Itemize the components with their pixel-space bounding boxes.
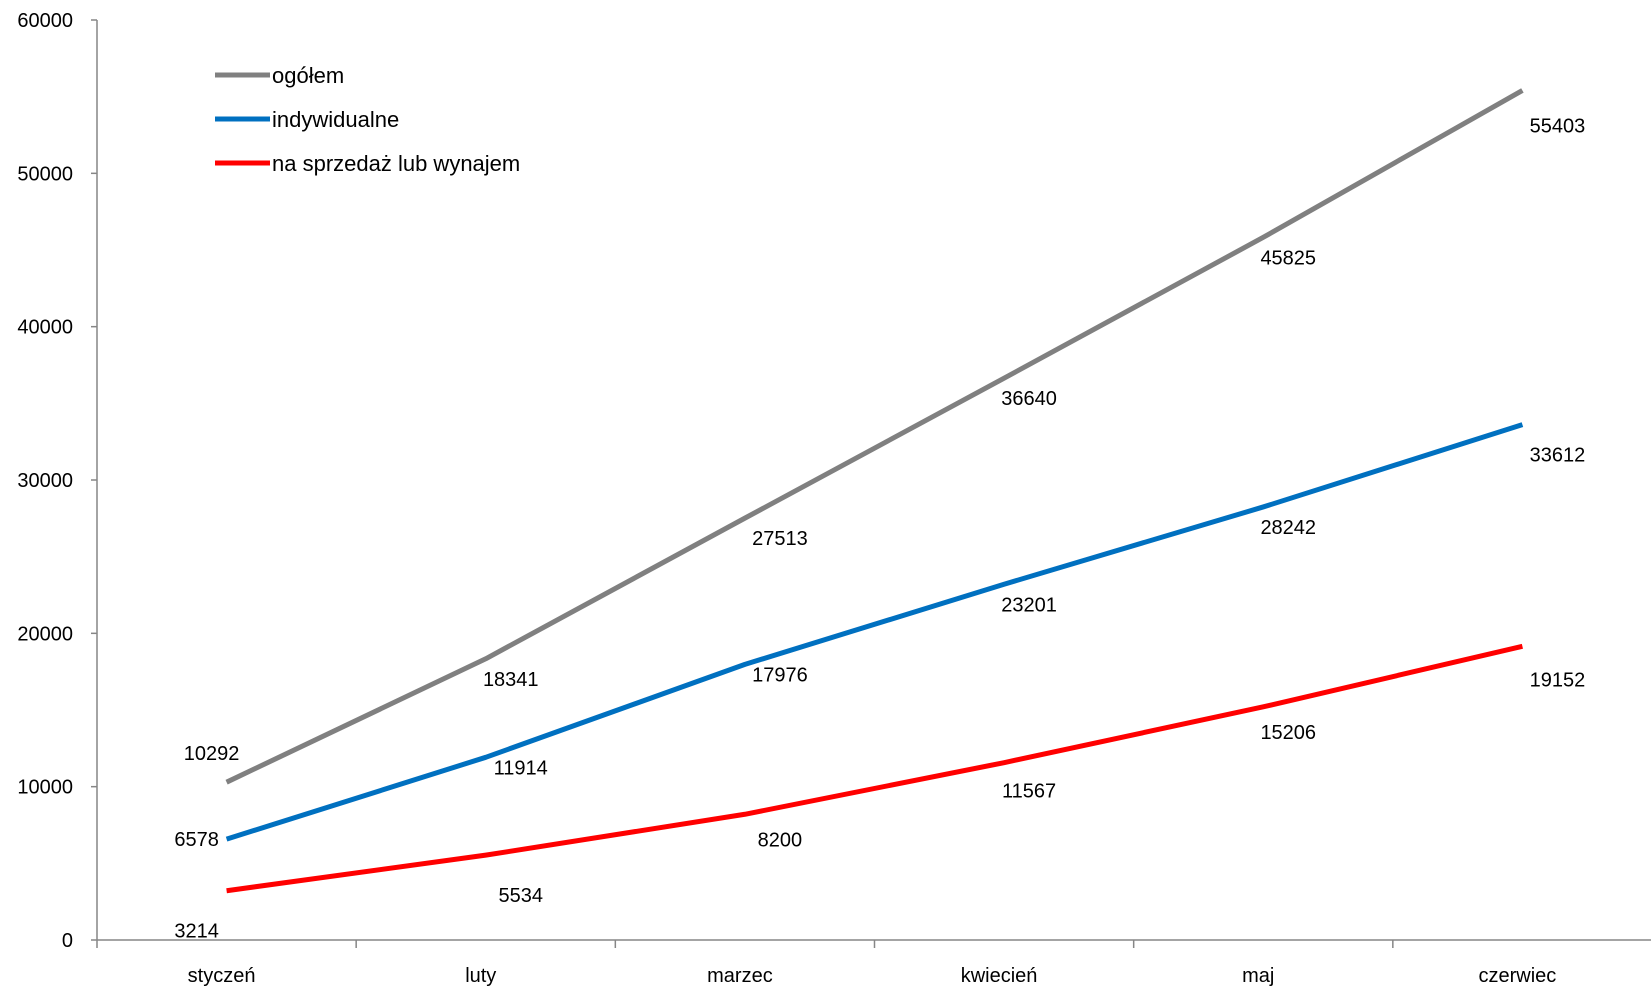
data-label: 10292 <box>184 743 240 765</box>
series-line-2 <box>225 422 1524 842</box>
x-tick-label: czerwiec <box>1479 965 1557 987</box>
axes: 0 10000 20000 30000 40000 50000 60000 styczeń lu… <box>17 10 1651 987</box>
data-label: 27513 <box>752 528 808 550</box>
legend-label: ogółem <box>272 63 344 88</box>
data-label: 11567 <box>1002 781 1056 803</box>
data-label: 11914 <box>494 757 548 779</box>
series-lines <box>225 88 1524 894</box>
y-tick-label: 20000 <box>17 623 73 645</box>
y-tick-label: 40000 <box>17 317 73 339</box>
data-label: 45825 <box>1260 247 1316 269</box>
legend-label: na sprzedaż lub wynajem <box>272 151 520 176</box>
data-label: 23201 <box>1001 594 1057 616</box>
series-line-1 <box>225 88 1524 785</box>
data-label: 15206 <box>1260 722 1316 744</box>
data-label: 55403 <box>1530 115 1586 137</box>
y-tick-label: 60000 <box>17 10 73 32</box>
data-label: 19152 <box>1530 669 1586 691</box>
legend: ogółem indywidualne na sprzedaż lub wynaje… <box>215 63 520 176</box>
x-tick-label: kwiecień <box>961 965 1038 987</box>
data-label: 8200 <box>758 829 803 851</box>
data-label: 18341 <box>483 669 539 691</box>
series-line-3 <box>226 643 1523 894</box>
y-tick-label: 0 <box>62 930 73 952</box>
x-tick-label: styczeń <box>188 965 256 987</box>
data-labels: 10292 18341 27513 36640 45825 55403 6578 11914 1… <box>174 115 1585 942</box>
data-label: 36640 <box>1001 388 1057 410</box>
data-label: 5534 <box>499 885 544 907</box>
x-tick-label: maj <box>1242 965 1274 987</box>
y-tick-label: 50000 <box>17 163 73 185</box>
y-tick-label: 30000 <box>17 470 73 492</box>
data-label: 33612 <box>1530 445 1586 467</box>
data-label: 28242 <box>1260 517 1316 539</box>
x-tick-label: luty <box>465 965 496 987</box>
y-tick-label: 10000 <box>17 777 73 799</box>
data-label: 6578 <box>174 829 219 851</box>
data-label: 3214 <box>174 921 219 943</box>
x-tick-label: marzec <box>707 965 773 987</box>
data-label: 17976 <box>752 664 808 686</box>
legend-label: indywidualne <box>272 107 399 132</box>
